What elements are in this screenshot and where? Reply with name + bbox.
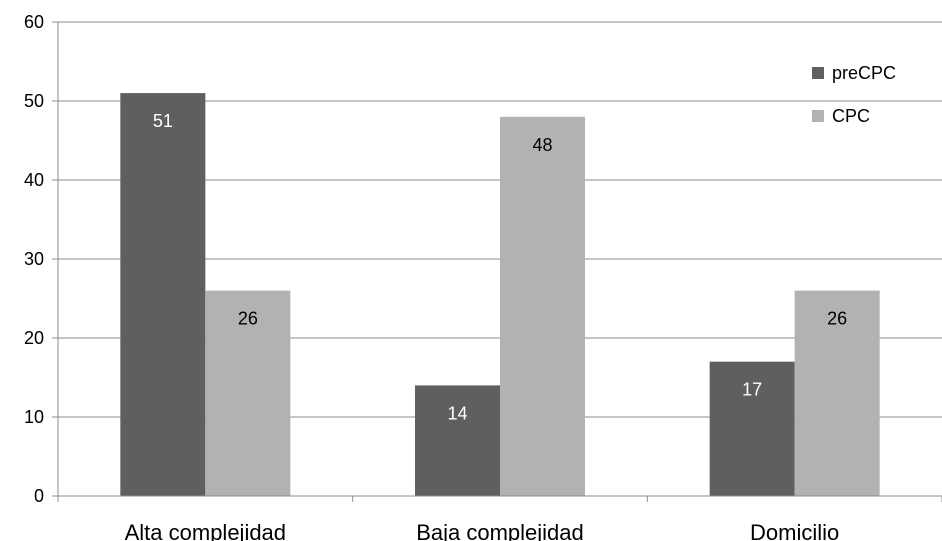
bar-CPC [500, 116, 585, 497]
bar-value-label: 14 [447, 403, 467, 423]
bar-value-label: 26 [827, 309, 847, 329]
legend-label-CPC: CPC [832, 106, 870, 126]
bar-preCPC [120, 93, 206, 496]
bar-value-label: 17 [742, 380, 762, 400]
y-tick-label: 50 [24, 91, 44, 111]
x-category-label: Domicilio [750, 520, 839, 541]
legend-label-preCPC: preCPC [832, 63, 896, 83]
bars [120, 93, 880, 497]
bar-preCPC [709, 361, 795, 496]
legend-swatch-CPC [812, 110, 824, 122]
bar-value-label: 26 [238, 309, 258, 329]
y-tick-label: 30 [24, 249, 44, 269]
y-tick-label: 0 [34, 486, 44, 506]
legend: preCPC CPC [812, 63, 896, 126]
bar-value-label: 48 [532, 135, 552, 155]
y-tick-label: 20 [24, 328, 44, 348]
bar-CPC [205, 290, 291, 496]
axes [52, 21, 942, 502]
bar-value-label: 51 [153, 111, 173, 131]
x-category-label: Baja complejidad [416, 520, 584, 541]
labels: 0 10 20 30 40 50 60 51 26 Alta complejidad 14 48 Baj… [24, 12, 847, 541]
x-category-label: Alta complejidad [125, 520, 286, 541]
legend-swatch-preCPC [812, 67, 824, 79]
y-tick-label: 60 [24, 12, 44, 32]
bar-preCPC [415, 385, 500, 496]
y-tick-label: 10 [24, 407, 44, 427]
bar-CPC [794, 290, 880, 496]
y-tick-label: 40 [24, 170, 44, 190]
